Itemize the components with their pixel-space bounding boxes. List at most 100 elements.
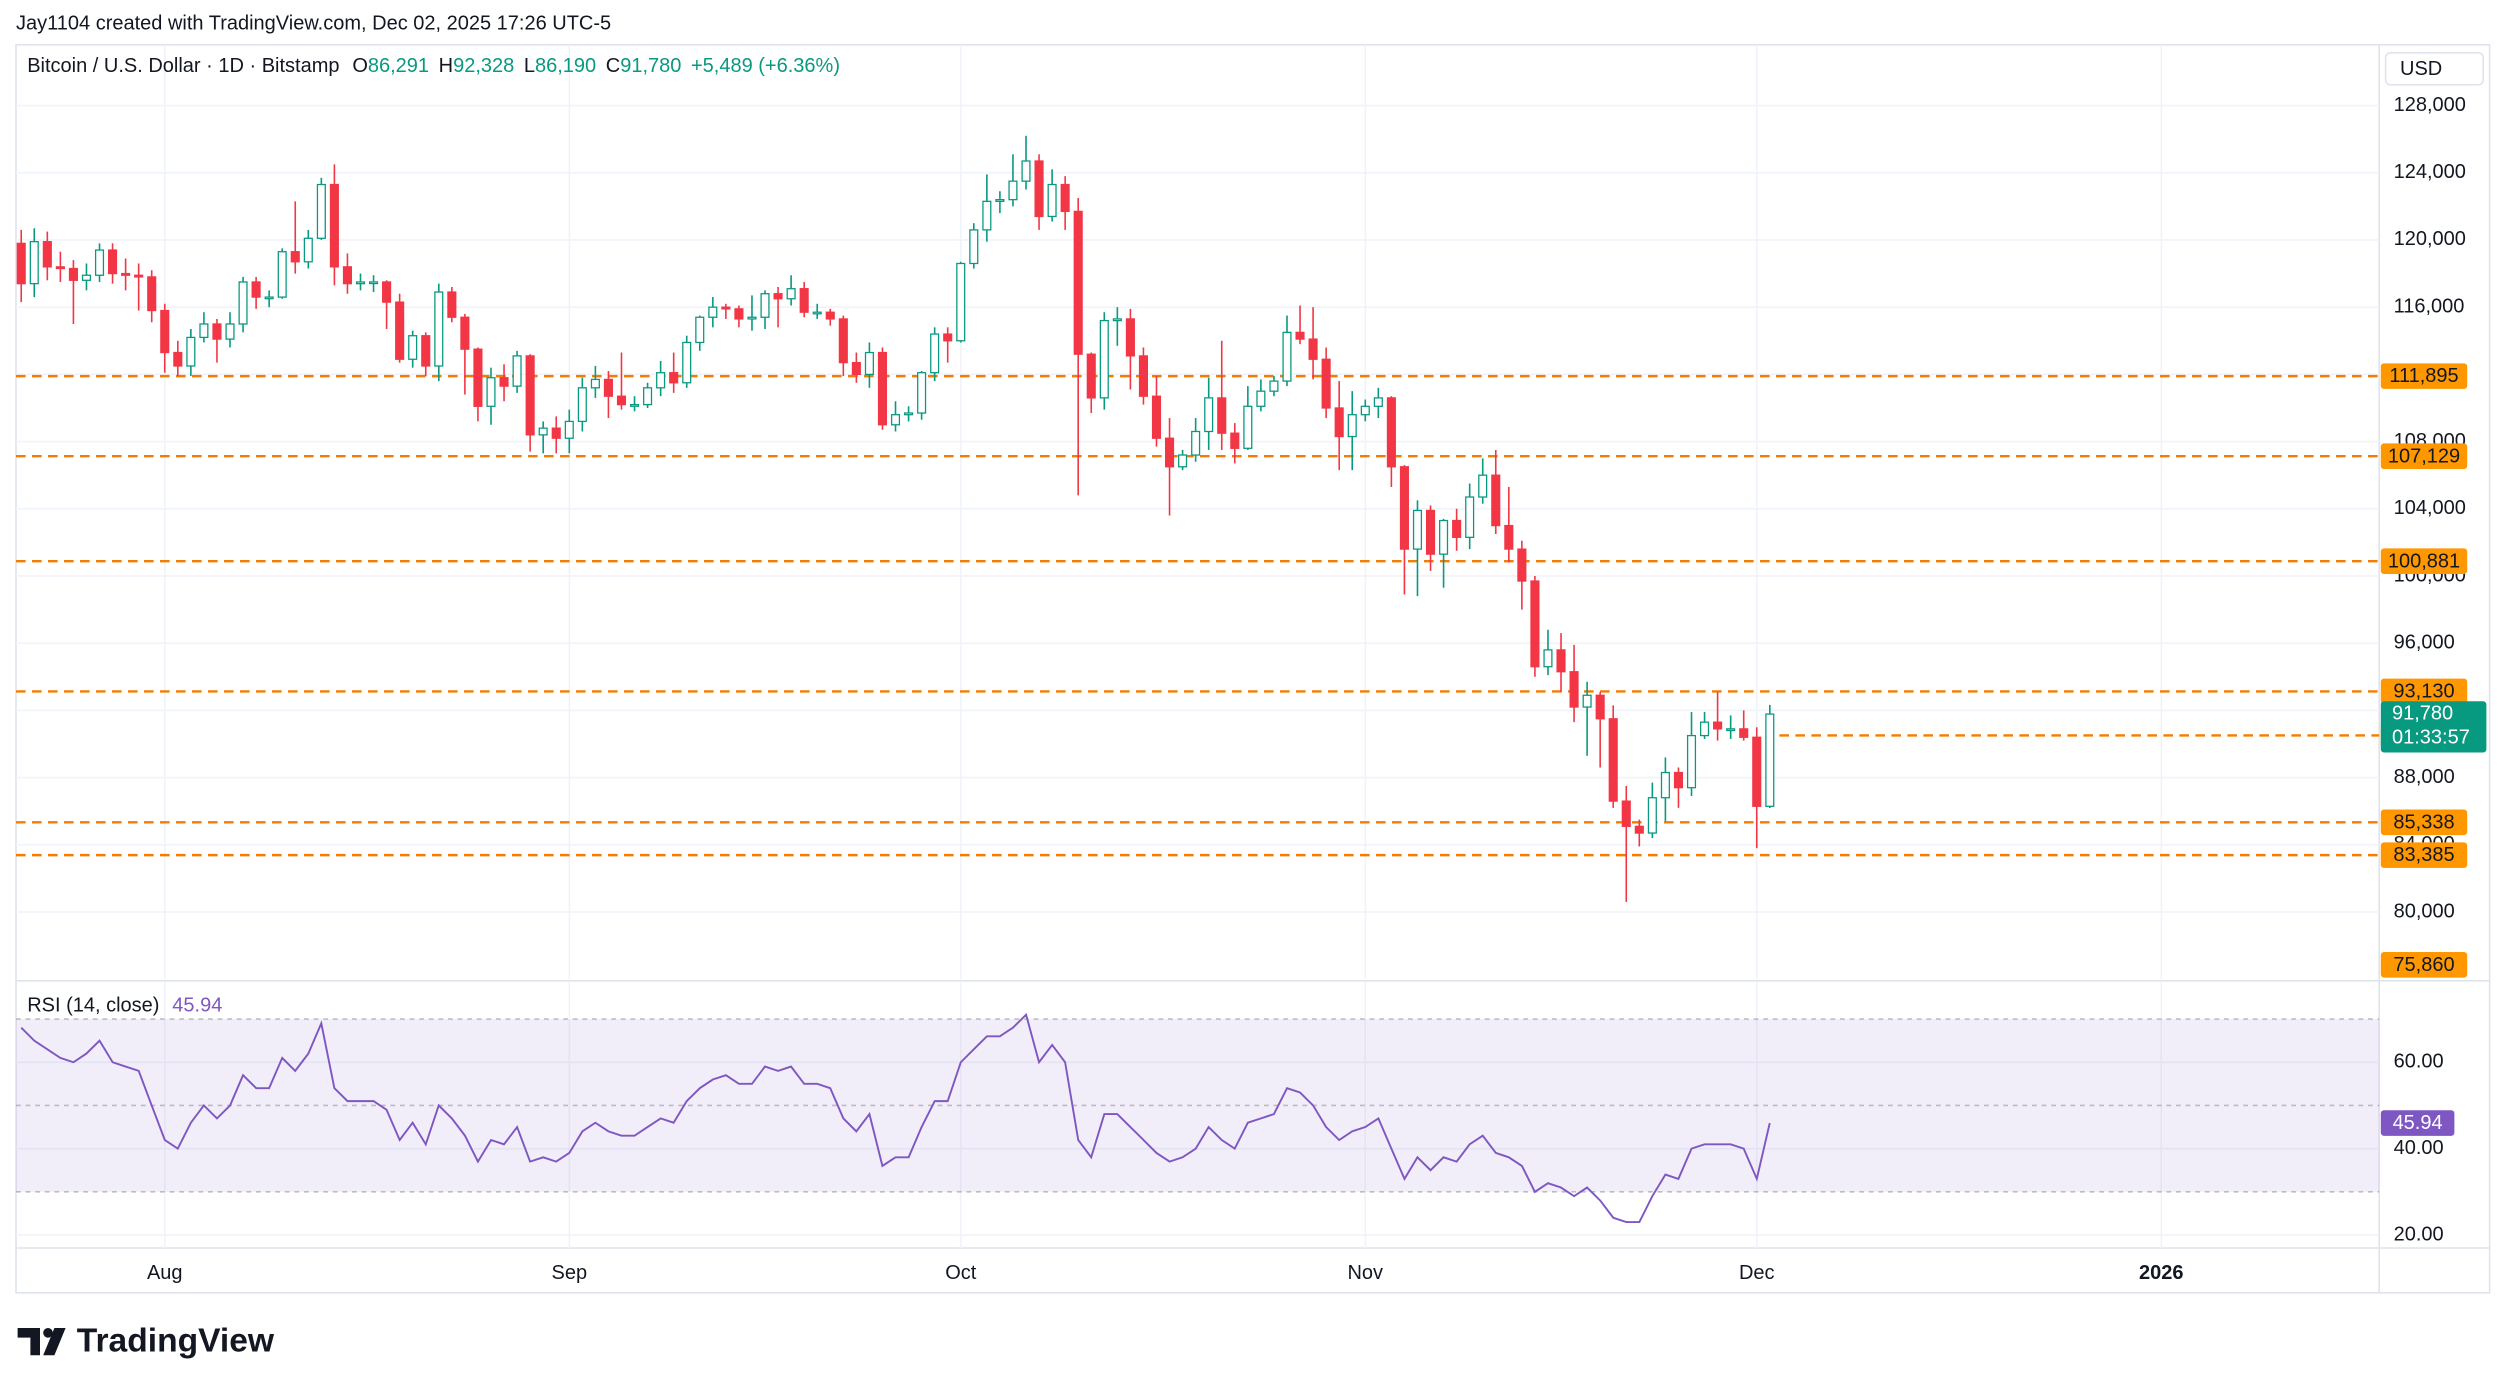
candle-body (1582, 694, 1592, 708)
rsi-legend: RSI (14, close) 45.94 (27, 995, 222, 1017)
candle-body (147, 276, 157, 312)
last-price-label: 91,780 (2392, 702, 2453, 724)
candle-body (290, 251, 300, 263)
candle-body (382, 281, 392, 303)
level-label: 111,895 (2389, 365, 2458, 387)
x-tick-label: 2026 (2139, 1262, 2184, 1284)
candle-body (1282, 331, 1292, 382)
rsi-value: 45.94 (172, 995, 222, 1017)
candle-body (1399, 466, 1409, 550)
candle-body (1439, 519, 1449, 555)
x-tick-label: Oct (945, 1262, 977, 1284)
candle-body (1543, 649, 1553, 668)
candle-body (212, 323, 222, 340)
candle-body (251, 281, 261, 298)
level-label: 85,338 (2393, 811, 2454, 833)
candle-body (1086, 353, 1096, 399)
candle-body (1295, 331, 1305, 340)
frame (15, 44, 2491, 1294)
candle-body (1673, 771, 1684, 789)
level-badge (2380, 952, 2468, 978)
candle-body (460, 316, 470, 350)
candle-body (877, 351, 888, 426)
candle-body (68, 267, 78, 281)
candle-body (1386, 397, 1396, 468)
candle-body (395, 301, 405, 360)
candle-body (1739, 728, 1749, 738)
candle-body (1060, 183, 1070, 213)
currency: USD (2400, 58, 2442, 80)
candle-body (943, 333, 953, 342)
x-tick-label: Nov (1347, 1262, 1383, 1284)
candle-body (355, 281, 366, 285)
symbol: Bitcoin / U.S. Dollar · 1D · Bitstamp (27, 55, 339, 77)
candle-body (864, 351, 874, 376)
logo (17, 1328, 66, 1356)
candle-body (1073, 210, 1083, 355)
credit: Jay1104 created with TradingView.com, De… (16, 12, 611, 34)
candle-body (799, 288, 809, 313)
candle-body (1569, 671, 1579, 708)
y-tick-label: 116,000 (2394, 295, 2465, 317)
candle-body (1752, 736, 1762, 807)
x-tick-label: Dec (1739, 1262, 1775, 1284)
candle-body (1112, 318, 1122, 322)
level-badge (2380, 443, 2468, 470)
candle-body (81, 274, 92, 281)
rsi-badge-label: 45.94 (2393, 1112, 2443, 1134)
y-tick-label: 88,000 (2394, 766, 2455, 788)
candle-body (121, 272, 131, 276)
candle-body (1621, 800, 1631, 827)
level-label: 100,881 (2388, 550, 2460, 572)
candle-body (134, 274, 144, 278)
candle-body (499, 377, 509, 387)
candle-body (368, 281, 379, 285)
candle-body (629, 403, 640, 407)
candle-body (42, 241, 52, 268)
x-tick-label: Sep (551, 1262, 587, 1284)
candle-body (1412, 509, 1423, 550)
candle-body (616, 395, 627, 406)
candle-body (1713, 721, 1723, 730)
legend-change: +5,489 (+6.36%) (691, 55, 840, 77)
candle-body (747, 316, 757, 320)
legend-key: C (606, 55, 620, 77)
candle-body (238, 281, 248, 325)
candle-body (1686, 734, 1697, 789)
candle-body (225, 323, 235, 340)
candle-body (917, 372, 927, 414)
candle-body (199, 323, 209, 339)
candle-body (708, 306, 718, 318)
candle-body (1360, 405, 1370, 416)
candle-body (186, 336, 196, 367)
legend-key: O (352, 55, 368, 77)
y-tick-label: 96,000 (2394, 631, 2455, 653)
candle-body (1452, 519, 1462, 538)
candle-body (342, 266, 353, 285)
candle-body (851, 361, 861, 376)
last-price-badge (2380, 701, 2487, 753)
level-badge (2380, 363, 2468, 389)
candle-body (1308, 338, 1318, 360)
candle-body (1373, 397, 1383, 407)
candle-body (1517, 548, 1527, 582)
y-tick-label: 40.00 (2394, 1137, 2444, 1159)
candle-body (29, 241, 39, 285)
candle-body (1269, 380, 1279, 392)
candle-body (682, 341, 692, 384)
candle-body (1634, 825, 1644, 834)
candle-body (956, 262, 966, 342)
rsi-title: RSI (14, close) (27, 995, 159, 1017)
candle-body (564, 420, 574, 439)
level-label: 93,130 (2393, 680, 2454, 702)
candle-body (969, 229, 979, 265)
candle-body (1217, 397, 1227, 434)
candle-body (447, 291, 457, 318)
currency-box[interactable] (2384, 52, 2484, 86)
candle-body (590, 378, 600, 389)
candle-body (1647, 797, 1657, 834)
y-tick-label: 104,000 (2394, 497, 2466, 519)
legend-value: 86,291 (368, 55, 429, 77)
